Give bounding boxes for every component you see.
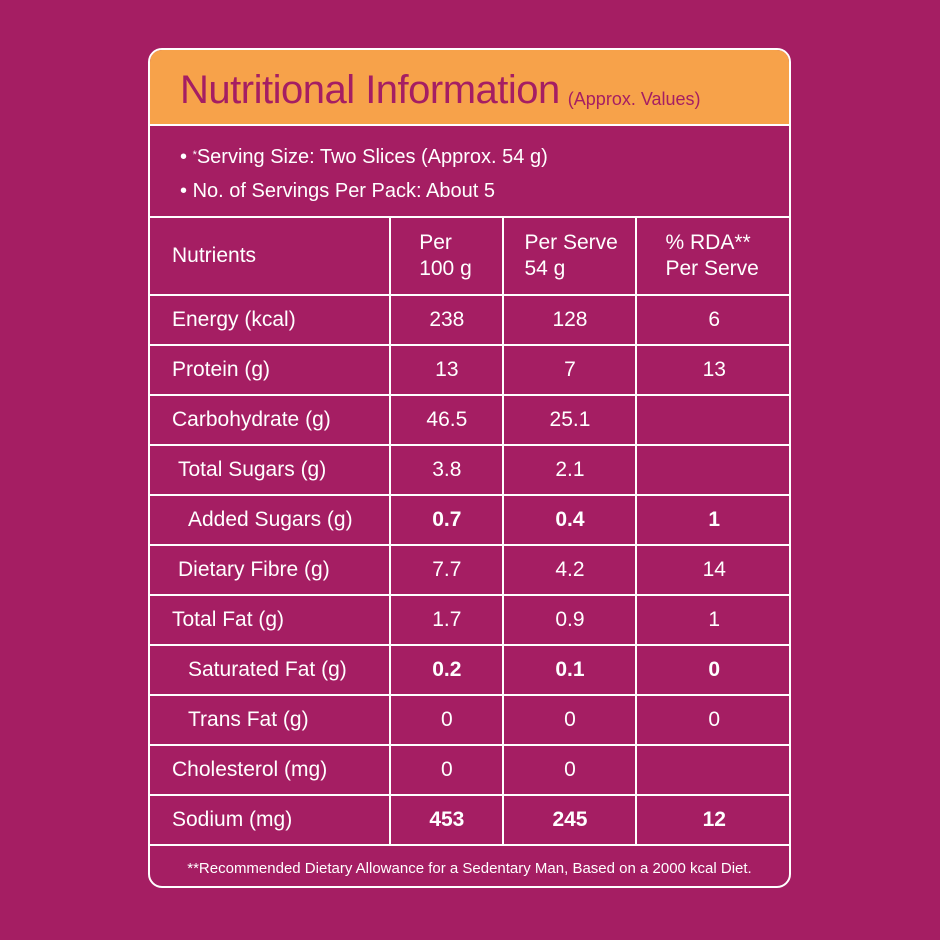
nutrient-name: Trans Fat (g)	[150, 694, 392, 746]
value-per-serve: 4.2	[502, 544, 638, 596]
value-per-100g: 1.7	[389, 594, 505, 646]
value-per-serve: 0	[502, 744, 638, 796]
table-row: Added Sugars (g) 0.7 0.4 1	[150, 494, 789, 546]
table-row: Cholesterol (mg) 0 0	[150, 744, 789, 796]
value-per-100g: 453	[389, 794, 505, 846]
value-per-100g: 13	[389, 344, 505, 396]
value-rda	[635, 744, 789, 796]
nutrient-name: Carbohydrate (g)	[150, 394, 392, 446]
rda-footnote: **Recommended Dietary Allowance for a Se…	[187, 860, 752, 877]
value-rda: 1	[635, 594, 789, 646]
header-per-serve: Per Serve 54 g	[502, 216, 638, 296]
nutrient-name: Protein (g)	[150, 344, 392, 396]
serving-size-mark: *	[192, 149, 197, 161]
servings-per-pack-text: No. of Servings Per Pack: About 5	[192, 180, 495, 202]
table-row: Carbohydrate (g) 46.5 25.1	[150, 394, 789, 446]
value-per-serve: 0.4	[502, 494, 638, 546]
nutrition-header: Nutritional Information (Approx. Values)	[150, 50, 789, 126]
nutrition-subtitle: (Approx. Values)	[567, 89, 701, 109]
table-row: Trans Fat (g) 0 0 0	[150, 694, 789, 746]
value-per-serve: 0.1	[502, 644, 638, 696]
nutrient-name: Total Sugars (g)	[150, 444, 392, 496]
table-row: Protein (g) 13 7 13	[150, 344, 789, 396]
nutrient-name: Dietary Fibre (g)	[150, 544, 392, 596]
value-per-100g: 0	[389, 694, 505, 746]
value-per-serve: 128	[502, 294, 638, 346]
value-rda: 13	[635, 344, 789, 396]
value-rda: 0	[635, 694, 789, 746]
nutrient-name: Saturated Fat (g)	[150, 644, 392, 696]
nutrient-name: Added Sugars (g)	[150, 494, 392, 546]
table-row: Energy (kcal) 238 128 6	[150, 294, 789, 346]
value-per-100g: 0	[389, 744, 505, 796]
value-rda: 6	[635, 294, 789, 346]
table-row: Dietary Fibre (g) 7.7 4.2 14	[150, 544, 789, 596]
value-per-100g: 238	[389, 294, 505, 346]
value-per-100g: 0.2	[389, 644, 505, 696]
value-per-100g: 3.8	[389, 444, 505, 496]
nutrition-title: Nutritional Information	[180, 68, 560, 112]
value-per-serve: 7	[502, 344, 638, 396]
value-per-100g: 7.7	[389, 544, 505, 596]
table-row: Saturated Fat (g) 0.2 0.1 0	[150, 644, 789, 696]
value-rda: 1	[635, 494, 789, 546]
value-per-100g: 0.7	[389, 494, 505, 546]
value-per-serve: 0	[502, 694, 638, 746]
nutrient-name: Energy (kcal)	[150, 294, 392, 346]
nutrition-card: Nutritional Information (Approx. Values)…	[148, 48, 791, 888]
value-per-serve: 25.1	[502, 394, 638, 446]
nutrient-name: Total Fat (g)	[150, 594, 392, 646]
value-rda: 12	[635, 794, 789, 846]
value-rda: 0	[635, 644, 789, 696]
table-row: Sodium (mg) 453 245 12	[150, 794, 789, 846]
value-per-serve: 245	[502, 794, 638, 846]
serving-info: • *Serving Size: Two Slices (Approx. 54 …	[180, 140, 548, 208]
nutrient-name: Sodium (mg)	[150, 794, 392, 846]
nutrient-name: Cholesterol (mg)	[150, 744, 392, 796]
servings-per-pack-line: • No. of Servings Per Pack: About 5	[180, 180, 495, 202]
value-per-serve: 0.9	[502, 594, 638, 646]
value-per-100g: 46.5	[389, 394, 505, 446]
value-rda	[635, 394, 789, 446]
header-nutrients: Nutrients	[150, 216, 392, 296]
table-header-row: Nutrients Per 100 g Per Serve 54 g % RDA**…	[150, 216, 789, 296]
table-row: Total Sugars (g) 3.8 2.1	[150, 444, 789, 496]
value-rda	[635, 444, 789, 496]
serving-size-line: • *Serving Size: Two Slices (Approx. 54 …	[180, 146, 548, 168]
value-rda: 14	[635, 544, 789, 596]
header-rda: % RDA** Per Serve	[635, 216, 789, 296]
value-per-serve: 2.1	[502, 444, 638, 496]
serving-size-text: Serving Size: Two Slices (Approx. 54 g)	[196, 146, 548, 168]
nutrition-table: Nutrients Per 100 g Per Serve 54 g % RDA**…	[150, 216, 789, 846]
table-row: Total Fat (g) 1.7 0.9 1	[150, 594, 789, 646]
header-per-100g: Per 100 g	[389, 216, 505, 296]
